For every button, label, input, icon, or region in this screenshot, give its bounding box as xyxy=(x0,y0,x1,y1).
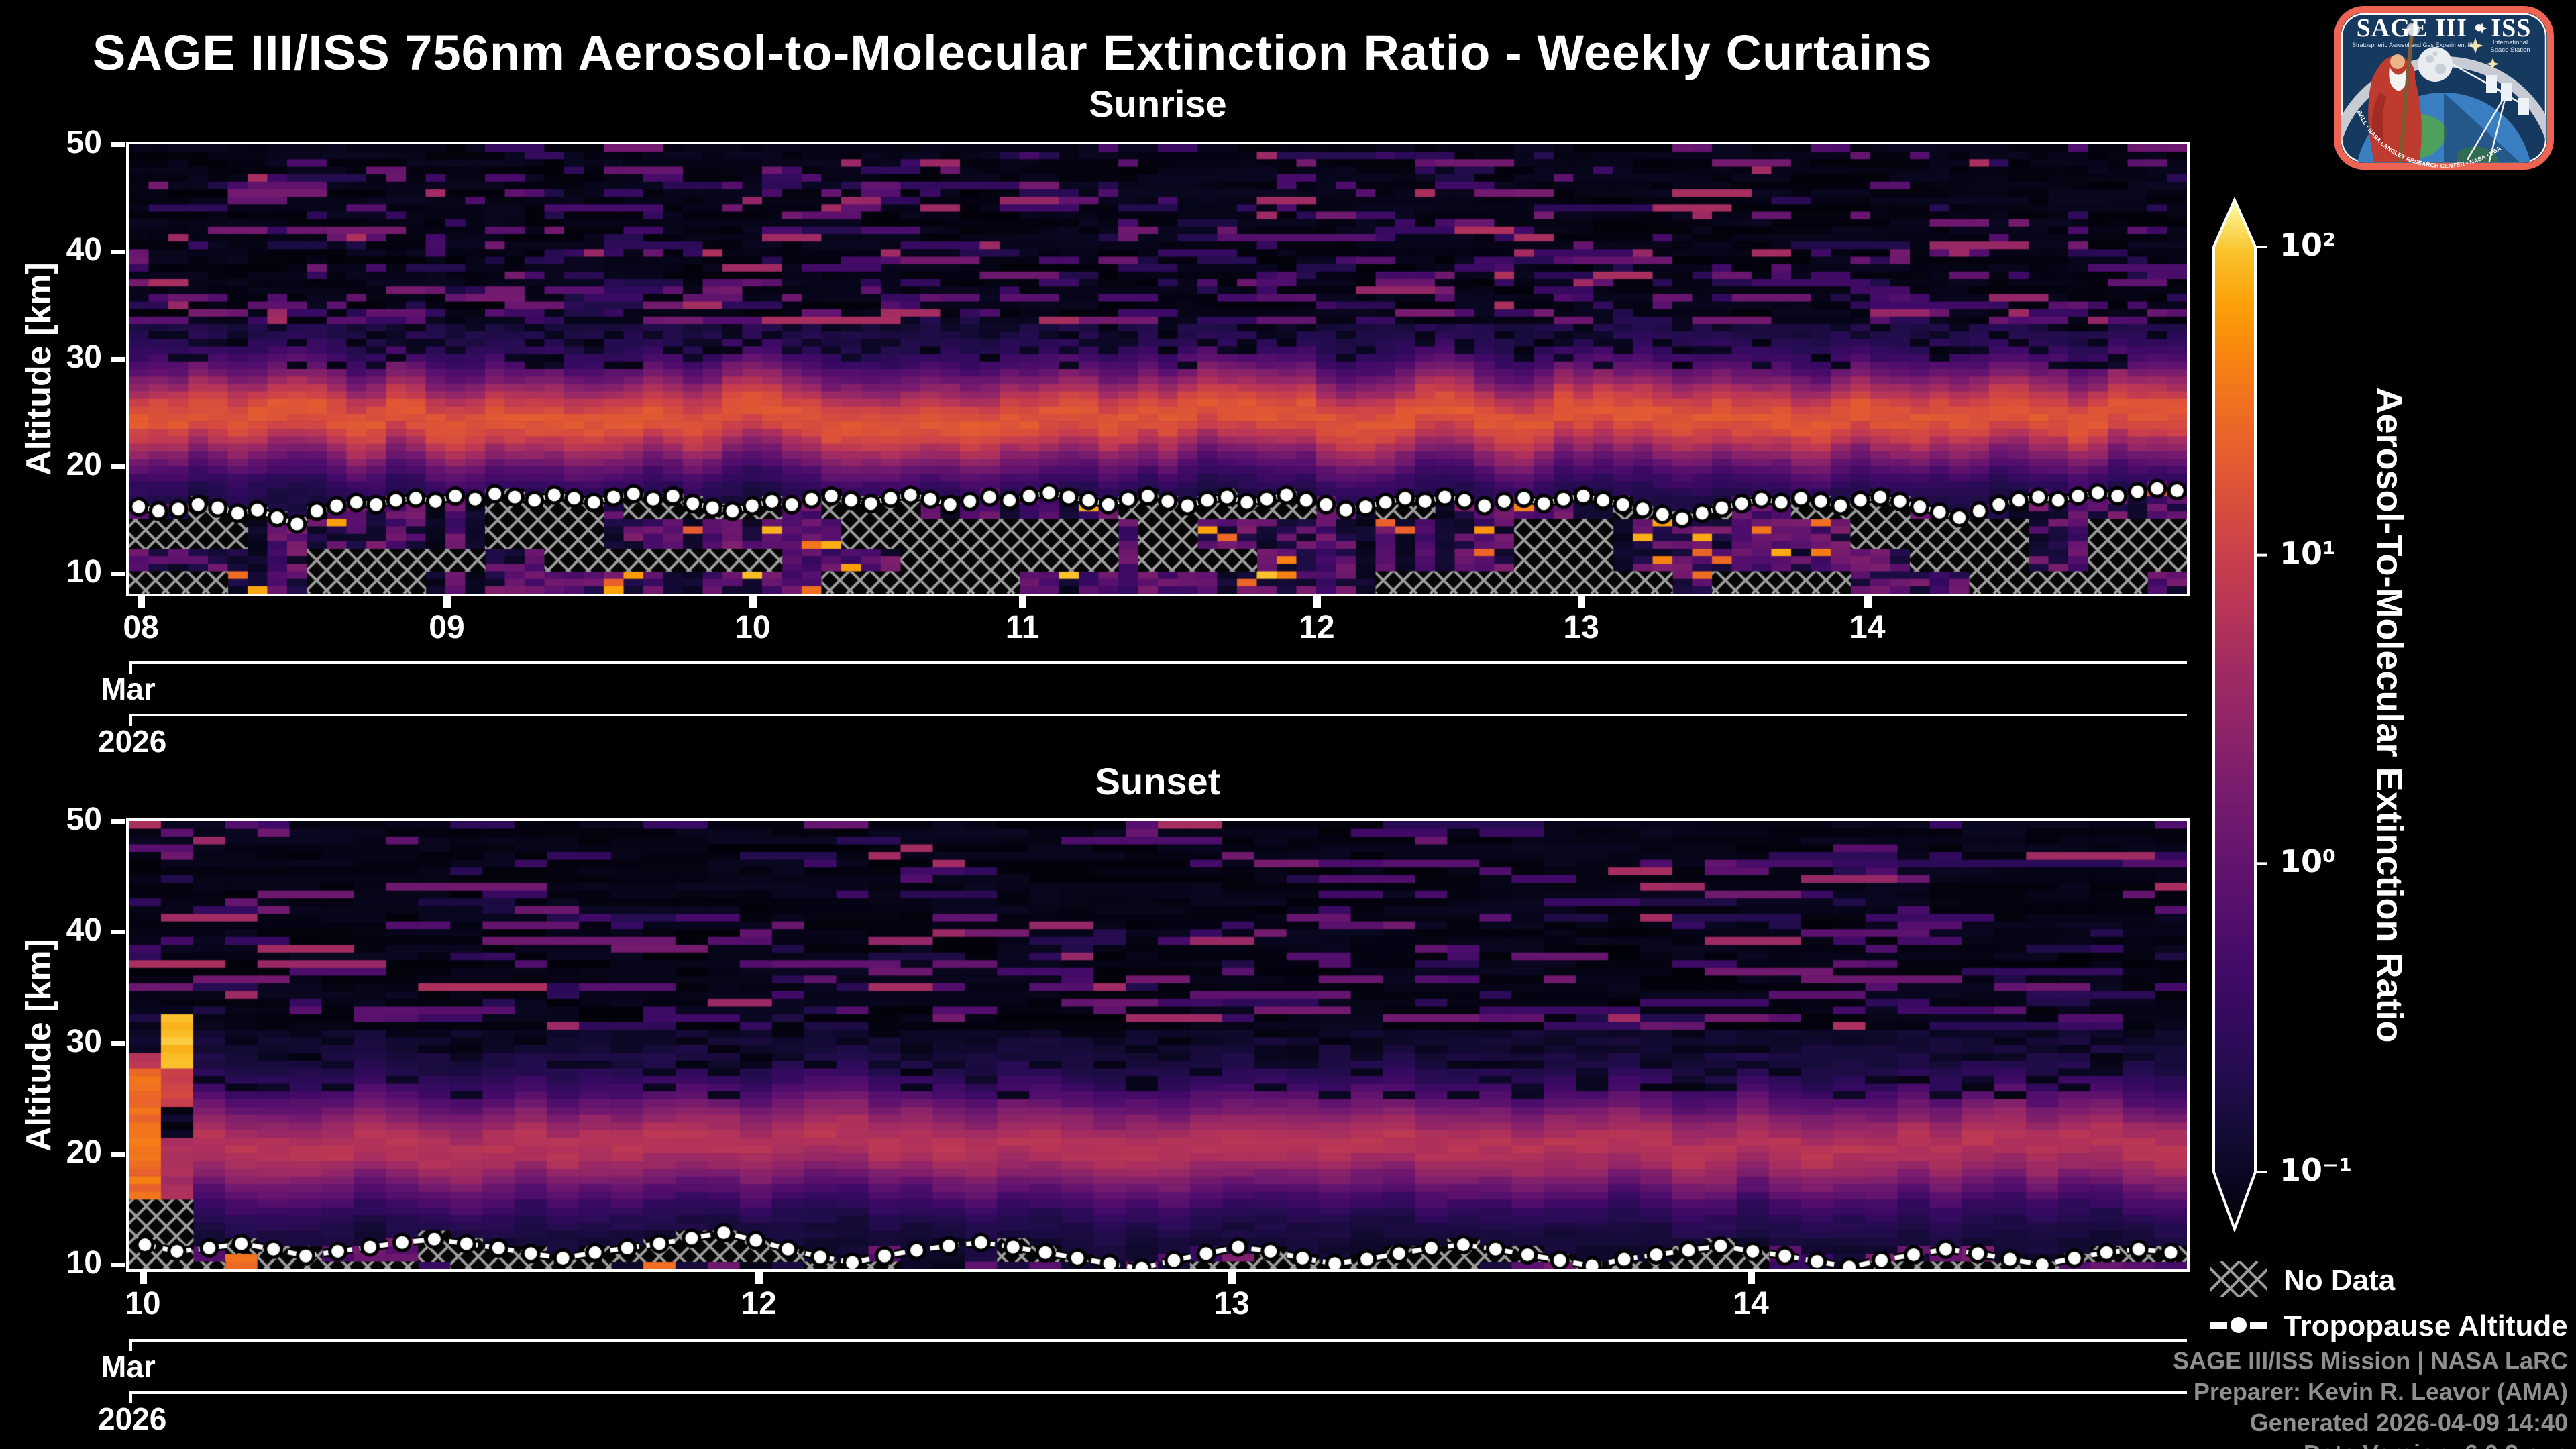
y-tick-label: 10 xyxy=(66,553,102,590)
x-tick-label: 14 xyxy=(1733,1286,1769,1322)
x-tick-label: 12 xyxy=(741,1286,777,1322)
y-tick xyxy=(111,249,125,254)
y-tick-label: 30 xyxy=(66,339,102,375)
month-axis-label: Mar xyxy=(101,1349,156,1384)
colorbar-axis-label: Aerosol-To-Molecular Extinction Ratio xyxy=(2369,387,2410,1043)
month-axis-label: Mar xyxy=(101,672,156,706)
page-title: SAGE III/ISS 756nm Aerosol-to-Molecular … xyxy=(93,25,1933,80)
y-tick-label: 40 xyxy=(66,231,102,268)
y-tick xyxy=(111,1263,125,1268)
plot-area-sunrise xyxy=(126,142,2190,596)
x-tick-label: 13 xyxy=(1214,1286,1250,1322)
y-tick-label: 20 xyxy=(66,1134,102,1171)
x-tick xyxy=(1228,1272,1236,1284)
month-axis-tick xyxy=(129,1342,132,1351)
attribution-block: SAGE III/ISS Mission | NASA LaRC Prepare… xyxy=(2173,1346,2568,1449)
x-tick xyxy=(1019,596,1027,608)
y-tick-label: 50 xyxy=(66,125,102,160)
x-tick-label: 09 xyxy=(429,610,465,645)
patch-sage-figure xyxy=(2368,23,2422,162)
y-tick-label: 40 xyxy=(66,912,102,949)
y-tick xyxy=(111,930,125,935)
legend-tropopause-swatch xyxy=(2210,1314,2267,1336)
x-tick xyxy=(749,596,757,608)
legend-no-data-swatch xyxy=(2210,1261,2267,1297)
colorbar-gradient-bar xyxy=(2212,197,2257,1233)
x-tick xyxy=(443,596,451,608)
year-axis-tick xyxy=(129,716,132,726)
x-tick xyxy=(1578,596,1586,608)
mission-patch-logo: SAGE III • ISS Stratospheric Aerosol and… xyxy=(2334,6,2554,170)
y-tick-label: 50 xyxy=(66,802,102,837)
legend-tropopause-label: Tropopause Altitude xyxy=(2284,1309,2568,1342)
year-axis-line xyxy=(129,1391,2187,1394)
month-axis-line xyxy=(129,1339,2187,1342)
y-tick xyxy=(111,819,125,824)
x-tick xyxy=(1313,596,1321,608)
x-tick-label: 13 xyxy=(1563,610,1599,645)
month-axis-line xyxy=(129,661,2187,664)
patch-subtitle-right-1: International xyxy=(2493,39,2528,46)
x-tick-label: 10 xyxy=(125,1286,161,1322)
patch-subtitle-left: Stratospheric Aerosol and Gas Experiment… xyxy=(2352,42,2473,48)
x-tick-label: 11 xyxy=(1005,610,1040,645)
y-tick-label: 30 xyxy=(66,1023,102,1059)
x-tick-label: 14 xyxy=(1849,610,1886,645)
panel-title-sunset: Sunset xyxy=(1095,760,1221,802)
y-tick xyxy=(111,1152,125,1157)
y-tick xyxy=(111,1040,125,1046)
x-tick xyxy=(138,596,146,608)
x-tick xyxy=(1748,1272,1756,1284)
heatmap-canvas-sunset xyxy=(129,821,2187,1269)
patch-iss xyxy=(2452,63,2529,162)
attribution-line: Data Version: 6.0.2-exp xyxy=(2173,1438,2568,1449)
x-tick-label: 08 xyxy=(123,610,159,645)
year-axis-tick xyxy=(129,1394,132,1403)
y-tick xyxy=(111,356,125,362)
y-tick xyxy=(111,142,125,147)
x-tick xyxy=(1864,596,1872,608)
x-tick-label: 10 xyxy=(735,610,771,645)
colorbar-tick-label: 10² xyxy=(2279,227,2337,263)
y-tick xyxy=(111,464,125,469)
colorbar-tick-label: 10¹ xyxy=(2279,535,2337,572)
patch-stars xyxy=(2467,23,2500,70)
year-axis-label: 2026 xyxy=(98,1401,167,1436)
x-tick-label: 12 xyxy=(1299,610,1335,645)
x-tick xyxy=(139,1272,147,1284)
year-axis-line xyxy=(129,714,2187,716)
month-axis-tick xyxy=(129,664,132,674)
colorbar xyxy=(2212,197,2267,1233)
colorbar-tick-label: 10⁰ xyxy=(2279,843,2337,880)
year-axis-label: 2026 xyxy=(98,724,167,759)
plot-area-sunset xyxy=(126,818,2190,1272)
colorbar-ticks xyxy=(2255,246,2267,1173)
attribution-line: SAGE III/ISS Mission | NASA LaRC xyxy=(2173,1347,2568,1375)
attribution-line: Generated 2026-04-09 14:40 xyxy=(2249,1409,2568,1436)
patch-title: SAGE III • ISS xyxy=(2357,14,2532,42)
colorbar-tick-label: 10⁻¹ xyxy=(2279,1152,2353,1188)
y-tick-label: 20 xyxy=(66,446,102,482)
attribution-line: Preparer: Kevin R. Leavor (AMA) xyxy=(2193,1378,2568,1405)
heatmap-canvas-sunrise xyxy=(129,144,2187,594)
patch-subtitle-right-2: Space Station xyxy=(2490,46,2530,54)
y-tick-label: 10 xyxy=(66,1245,102,1281)
panel-title-sunrise: Sunrise xyxy=(1089,83,1227,125)
legend-no-data-label: No Data xyxy=(2284,1264,2396,1297)
y-tick xyxy=(111,571,125,576)
x-tick xyxy=(755,1272,763,1284)
